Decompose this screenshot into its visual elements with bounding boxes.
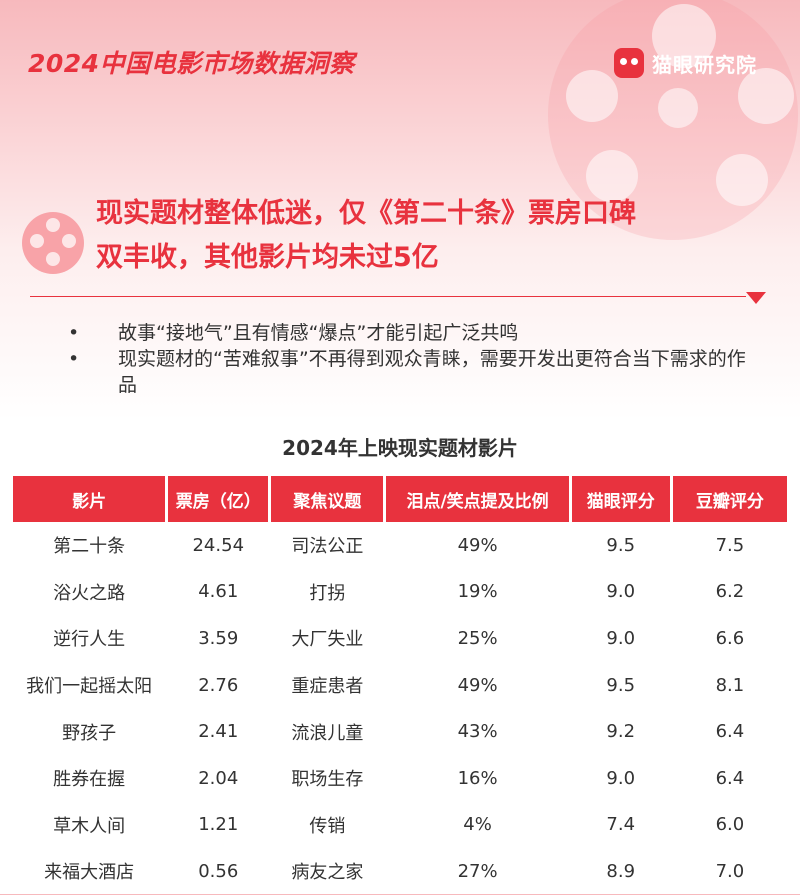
headline-line-2: 双丰收，其他影片均未过5亿: [96, 242, 439, 273]
table-row: 逆行人生 3.59 大厂失业 25% 9.0 6.6: [13, 615, 787, 662]
topic: 重症患者: [291, 676, 364, 698]
topic: 大厂失业: [291, 629, 364, 651]
box-office: 3.59: [198, 627, 239, 649]
douban-score: 6.0: [715, 814, 745, 836]
topic: 传销: [309, 815, 346, 837]
box-office: 1.21: [198, 814, 239, 836]
douban-score: 6.4: [715, 767, 745, 789]
maoyan-score: 7.4: [606, 814, 636, 836]
film-name: 我们一起摇太阳: [26, 676, 153, 698]
film-name: 胜券在握: [53, 769, 126, 791]
brand: 猫眼研究院: [614, 48, 757, 78]
topic: 司法公正: [291, 536, 364, 558]
tears-laughs-ratio: 19%: [457, 581, 498, 603]
douban-score: 6.4: [715, 721, 745, 743]
col-header-maoyan-score: 猫眼评分: [571, 476, 670, 522]
tears-laughs-ratio: 25%: [457, 627, 498, 649]
tears-laughs-ratio: 4%: [463, 814, 492, 836]
box-office: 4.61: [198, 581, 239, 603]
table-row: 我们一起摇太阳 2.76 重症患者 49% 9.5 8.1: [13, 662, 787, 709]
bullet-text: 故事“接地气”且有情感“爆点”才能引起广泛共鸣: [118, 322, 519, 344]
tears-laughs-ratio: 27%: [457, 860, 498, 882]
douban-score: 8.1: [715, 674, 745, 696]
maoyan-score: 9.0: [606, 627, 636, 649]
film-name: 第二十条: [53, 536, 126, 558]
box-office: 0.56: [198, 860, 239, 882]
film-name: 浴火之路: [53, 582, 126, 604]
topic: 打拐: [309, 582, 346, 604]
col-header-boxoffice: 票房（亿）: [168, 476, 269, 522]
douban-score: 6.2: [715, 581, 745, 603]
headline-line-1: 现实题材整体低迷，仅《第二十条》票房口碑: [96, 198, 636, 229]
cat-eye-logo-icon: [614, 48, 644, 78]
maoyan-score: 9.5: [606, 534, 636, 556]
topic: 流浪儿童: [291, 722, 364, 744]
divider: [30, 296, 746, 297]
maoyan-score: 8.9: [606, 860, 636, 882]
tears-laughs-ratio: 49%: [457, 534, 498, 556]
table-row: 第二十条 24.54 司法公正 49% 9.5 7.5: [13, 522, 787, 569]
film-name: 逆行人生: [53, 629, 126, 651]
films-table: 影片 票房（亿） 聚焦议题 泪点/笑点提及比例 猫眼评分 豆瓣评分 第二十条 24…: [10, 476, 790, 895]
bullet-text: 现实题材的“苦难叙事”不再得到观众青睐，需要开发出更符合当下需求的作品: [118, 348, 746, 396]
box-office: 2.76: [198, 674, 239, 696]
maoyan-score: 9.0: [606, 581, 636, 603]
col-header-douban-score: 豆瓣评分: [672, 476, 787, 522]
film-reel-decoration: [548, 0, 798, 240]
table-row: 浴火之路 4.61 打拐 19% 9.0 6.2: [13, 569, 787, 616]
film-name: 野孩子: [62, 722, 117, 744]
table-title: 2024年上映现实题材影片: [282, 436, 518, 460]
table-header-row: 影片 票房（亿） 聚焦议题 泪点/笑点提及比例 猫眼评分 豆瓣评分: [13, 476, 787, 522]
box-office: 2.41: [198, 721, 239, 743]
brand-name: 猫眼研究院: [652, 52, 757, 77]
douban-score: 6.6: [715, 627, 745, 649]
maoyan-score: 9.0: [606, 767, 636, 789]
headline: 现实题材整体低迷，仅《第二十条》票房口碑 双丰收，其他影片均未过5亿: [96, 192, 776, 280]
bullet-item: • 故事“接地气”且有情感“爆点”才能引起广泛共鸣: [68, 322, 519, 344]
col-header-tears-laughs: 泪点/笑点提及比例: [386, 476, 569, 522]
table-row: 胜券在握 2.04 职场生存 16% 9.0 6.4: [13, 755, 787, 802]
report-title: 2024中国电影市场数据洞察: [28, 49, 355, 78]
douban-score: 7.5: [715, 534, 745, 556]
tears-laughs-ratio: 49%: [457, 674, 498, 696]
box-office: 2.04: [198, 767, 239, 789]
tears-laughs-ratio: 16%: [457, 767, 498, 789]
tears-laughs-ratio: 43%: [457, 721, 498, 743]
film-name: 来福大酒店: [44, 862, 135, 884]
bullet-list: • 故事“接地气”且有情感“爆点”才能引起广泛共鸣 • 现实题材的“苦难叙事”不再得…: [60, 320, 760, 398]
divider-arrow-icon: [746, 292, 766, 304]
film-reel-icon: [22, 212, 84, 274]
box-office: 24.54: [192, 534, 245, 556]
topic: 职场生存: [291, 769, 364, 791]
table-row: 来福大酒店 0.56 病友之家 27% 8.9 7.0: [13, 848, 787, 895]
maoyan-score: 9.2: [606, 721, 636, 743]
bullet-item: • 现实题材的“苦难叙事”不再得到观众青睐，需要开发出更符合当下需求的作品: [68, 348, 746, 396]
douban-score: 7.0: [715, 860, 745, 882]
table-row: 野孩子 2.41 流浪儿童 43% 9.2 6.4: [13, 708, 787, 755]
maoyan-score: 9.5: [606, 674, 636, 696]
col-header-topic: 聚焦议题: [271, 476, 384, 522]
film-name: 草木人间: [53, 815, 126, 837]
col-header-film: 影片: [13, 476, 166, 522]
table-row: 草木人间 1.21 传销 4% 7.4 6.0: [13, 802, 787, 849]
topic: 病友之家: [291, 862, 364, 884]
